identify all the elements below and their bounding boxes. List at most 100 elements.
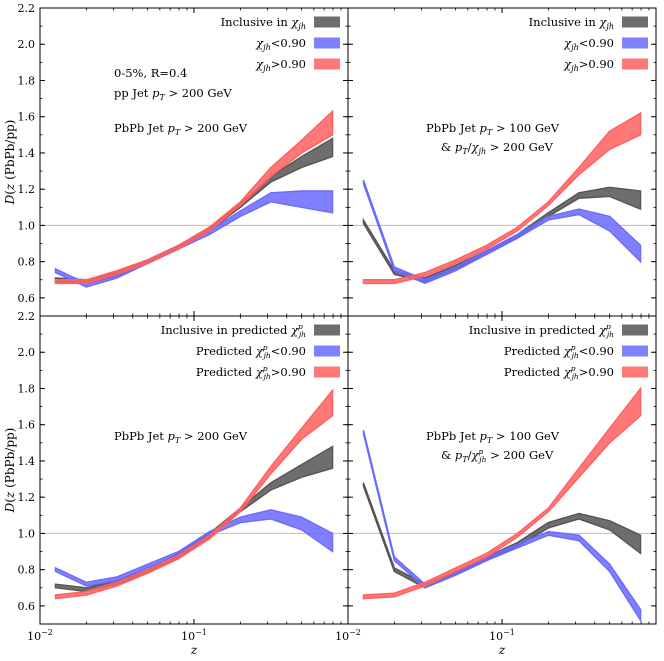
y-tick-label: 1.8 — [18, 382, 36, 395]
y-tick-label: 2.2 — [18, 2, 36, 15]
data-point-low — [270, 513, 272, 515]
legend-swatch-low — [622, 345, 648, 357]
data-point-low — [362, 431, 365, 433]
band-high — [54, 109, 334, 285]
data-point-inclusive — [85, 588, 87, 591]
data-point-inclusive — [331, 146, 334, 149]
data-point-high — [639, 123, 642, 125]
data-point-low — [54, 270, 57, 272]
data-point-high — [424, 583, 426, 585]
data-point-high — [578, 170, 580, 172]
y-tick-label: 1.4 — [18, 147, 36, 160]
data-point-high — [177, 556, 180, 558]
data-point-high — [609, 434, 611, 437]
legend-swatch-inclusive — [314, 324, 340, 336]
data-point-low — [239, 519, 241, 521]
x-tick-label: 10−1 — [489, 628, 515, 643]
y-axis-label: D(z (PbPb/pp) — [3, 428, 17, 514]
y-tick-label: 1.0 — [18, 527, 36, 540]
data-point-high — [301, 433, 303, 435]
data-point-low — [147, 565, 149, 567]
data-point-high — [301, 146, 303, 148]
data-point-low — [516, 545, 519, 547]
data-point-high — [393, 280, 395, 283]
y-tick-label: 2.0 — [18, 346, 36, 359]
data-point-high — [362, 596, 365, 598]
data-point-inclusive — [393, 271, 395, 274]
data-point-high — [424, 273, 426, 275]
legend-swatch-high — [622, 58, 648, 70]
data-point-inclusive — [639, 543, 642, 545]
legend-swatch-low — [622, 37, 648, 49]
x-tick-label: 10−2 — [27, 628, 53, 643]
data-point-high — [485, 554, 488, 556]
y-tick-label: 0.8 — [18, 256, 36, 269]
annotation: pp Jet pT​ > 200 GeV — [114, 86, 232, 102]
data-point-inclusive — [362, 221, 365, 223]
legend-label-high: χjh​>0.90 — [255, 57, 306, 73]
legend-swatch-high — [314, 58, 340, 70]
x-axis-label: z — [190, 643, 198, 657]
data-point-inclusive — [578, 194, 580, 197]
data-point-high — [331, 122, 334, 124]
data-point-low — [455, 572, 457, 574]
data-point-low — [116, 578, 118, 580]
data-point-high — [270, 469, 272, 471]
y-tick-label: 1.6 — [18, 111, 36, 124]
data-point-high — [609, 139, 611, 141]
data-point-low — [639, 614, 642, 616]
data-point-high — [639, 401, 642, 403]
data-point-high — [147, 261, 149, 263]
data-point-low — [331, 201, 334, 203]
band-high — [362, 111, 642, 285]
data-point-low — [547, 217, 549, 219]
band-high — [362, 386, 642, 600]
legend-label-high: χjh​>0.90 — [563, 57, 614, 73]
data-point-low — [208, 532, 211, 535]
data-point-low — [177, 552, 180, 554]
y-tick-label: 1.6 — [18, 419, 36, 432]
annotation: & pT​/χjh​ > 200 GeV — [441, 140, 554, 156]
annotation: PbPb Jet pT​ > 100 GeV — [426, 429, 560, 445]
y-tick-label: 1.0 — [18, 219, 36, 232]
data-point-low — [54, 569, 57, 571]
data-point-low — [331, 541, 334, 544]
data-point-inclusive — [301, 161, 303, 163]
data-point-high — [54, 596, 57, 598]
panel-top-left: 0.6 0.8 1.0 1.2 1.4 1.6 1.8 2.0 2.2 D(z (PbPb/pp)… — [3, 2, 349, 317]
y-axis-label: D(z (PbPb/pp) — [3, 120, 17, 206]
data-point-high — [239, 509, 241, 511]
data-point-low — [270, 196, 272, 198]
data-point-high — [547, 203, 549, 205]
annotation: PbPb Jet pT​ > 200 GeV — [114, 429, 248, 445]
data-point-high — [116, 583, 118, 585]
band-high — [54, 388, 334, 600]
legend-label-low: χjh​<0.90 — [255, 36, 306, 52]
annotation: 0-5%, R=0.4 — [114, 66, 187, 80]
data-point-low — [301, 198, 303, 200]
legend-swatch-low — [314, 345, 340, 357]
data-point-high — [485, 246, 488, 248]
data-point-inclusive — [547, 213, 549, 216]
band-low — [362, 179, 642, 285]
legend-swatch-inclusive — [622, 16, 648, 28]
y-tick-label: 1.4 — [18, 455, 36, 468]
data-point-high — [516, 534, 519, 536]
data-point-high — [54, 280, 57, 283]
y-tick-label: 1.2 — [18, 183, 36, 196]
data-point-high — [85, 592, 87, 594]
data-point-low — [547, 532, 549, 535]
data-point-low — [424, 280, 426, 283]
panel-bottom-left: 0.6 0.8 1.0 1.2 1.4 1.6 1.8 2.0 2.2 10−2 10−1z D(z … — [3, 310, 349, 657]
data-point-high — [393, 594, 395, 596]
annotation: PbPb Jet pT​ > 200 GeV — [114, 121, 248, 137]
data-point-low — [578, 537, 580, 539]
legend-swatch-inclusive — [314, 16, 340, 28]
annotation: PbPb Jet pT​ > 100 GeV — [426, 121, 560, 137]
